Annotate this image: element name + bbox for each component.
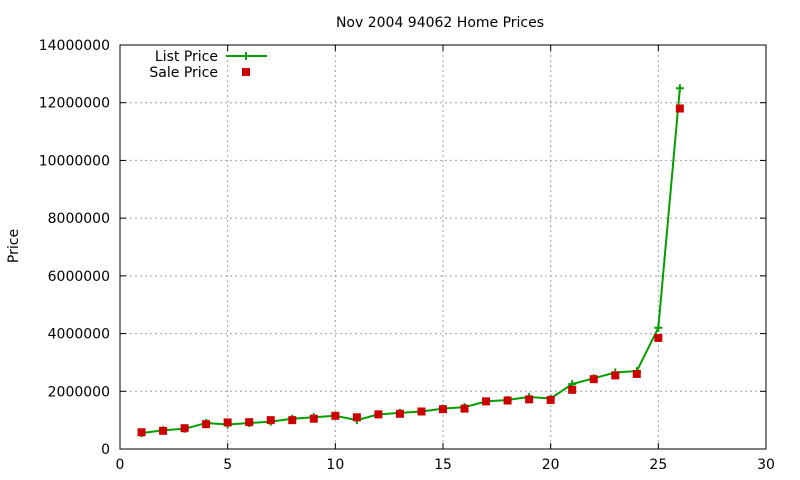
sale-price-point xyxy=(288,416,297,425)
sale-price-point xyxy=(439,405,447,414)
sale-price-point xyxy=(654,333,663,342)
x-tick-label: 0 xyxy=(116,457,125,473)
legend-cross-marker xyxy=(242,52,250,60)
legend-label: List Price xyxy=(155,49,218,65)
sale-price-point xyxy=(223,418,232,427)
grid-lines xyxy=(120,45,766,449)
x-tick-label: 15 xyxy=(434,457,452,473)
sale-price-point xyxy=(374,410,383,419)
series-sale-price xyxy=(137,104,684,437)
chart-title: Nov 2004 94062 Home Prices xyxy=(336,15,544,31)
sale-price-point xyxy=(568,385,577,394)
sale-price-point xyxy=(525,395,534,404)
y-tick-label: 2000000 xyxy=(48,384,110,400)
y-tick-label: 4000000 xyxy=(48,327,110,343)
y-tick-label: 0 xyxy=(101,442,110,458)
legend-square-marker xyxy=(242,68,250,76)
sale-price-point xyxy=(546,395,555,404)
series-layer xyxy=(137,84,684,438)
x-tick-label: 5 xyxy=(223,457,232,473)
sale-price-point xyxy=(309,414,318,423)
sale-price-point xyxy=(611,371,620,380)
x-tick-label: 20 xyxy=(542,457,560,473)
sale-price-point xyxy=(395,409,404,418)
y-axis-label: Price xyxy=(6,229,22,263)
sale-price-point xyxy=(460,404,469,413)
y-tick-label: 8000000 xyxy=(48,211,110,227)
sale-price-point xyxy=(180,424,189,433)
legend-label: Sale Price xyxy=(149,65,218,81)
sale-price-point xyxy=(417,407,426,416)
sale-price-point xyxy=(266,416,275,425)
x-tick-label: 10 xyxy=(326,457,344,473)
sale-price-point xyxy=(245,418,254,427)
x-tick-label: 30 xyxy=(757,457,775,473)
sale-price-point xyxy=(159,426,168,435)
y-tick-label: 14000000 xyxy=(39,38,110,54)
y-tick-label: 12000000 xyxy=(39,96,110,112)
sale-price-point xyxy=(589,375,598,384)
x-tick-label: 25 xyxy=(649,457,667,473)
sale-price-point xyxy=(675,104,684,113)
sale-price-point xyxy=(632,369,641,378)
sale-price-point xyxy=(352,413,361,422)
list-price-point xyxy=(654,323,663,332)
sale-price-point xyxy=(503,396,512,405)
y-tick-label: 10000000 xyxy=(39,153,110,169)
sale-price-point xyxy=(482,397,491,406)
sale-price-point xyxy=(202,420,211,429)
axes: 0 5 10 15 20 25 30 0 2000000 4000000 6000000 800000… xyxy=(39,38,775,473)
sale-price-point xyxy=(137,428,146,437)
sale-price-point xyxy=(331,411,340,420)
list-price-point xyxy=(675,84,684,93)
y-tick-label: 6000000 xyxy=(48,269,110,285)
